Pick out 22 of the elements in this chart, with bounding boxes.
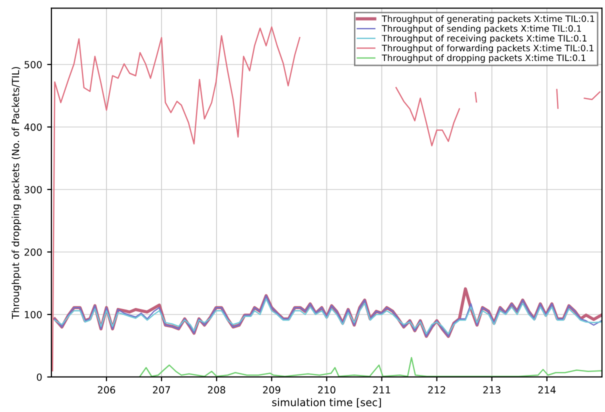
x-tick-label: 211 <box>373 386 390 394</box>
x-tick-label: 206 <box>98 386 116 394</box>
y-axis-title: Throughput of dropping packets (No. of Packets/TIL) <box>12 67 22 320</box>
y-tick-label: 100 <box>24 310 42 318</box>
legend-label: Throughput of sending packets X:time TIL:0.1 <box>382 25 581 34</box>
x-tick-label: 213 <box>483 386 500 394</box>
y-tick-label: 300 <box>24 186 42 194</box>
y-tick-label: 200 <box>24 248 42 256</box>
x-tick-label: 214 <box>538 386 556 394</box>
x-tick-label: 210 <box>318 386 336 394</box>
y-tick-label: 0 <box>36 373 42 381</box>
x-axis-title: simulation time [sec] <box>272 398 381 408</box>
x-tick-label: 212 <box>428 386 446 394</box>
legend-label: Throughput of receiving packets X:time TIL:0.1 <box>382 34 586 44</box>
x-tick-label: 207 <box>152 386 170 394</box>
legend-label: Throughput of generating packets X:time TIL:0.1 <box>382 15 594 24</box>
legend-label: Throughput of forwarding packets X:time TIL:0.1 <box>382 44 594 54</box>
x-tick-label: 209 <box>263 386 280 394</box>
y-tick-label: 500 <box>24 60 42 68</box>
legend-label: Throughput of dropping packets X:time TIL:0.1 <box>382 54 586 63</box>
y-tick-label: 400 <box>24 123 42 131</box>
x-tick-label: 208 <box>208 386 226 394</box>
